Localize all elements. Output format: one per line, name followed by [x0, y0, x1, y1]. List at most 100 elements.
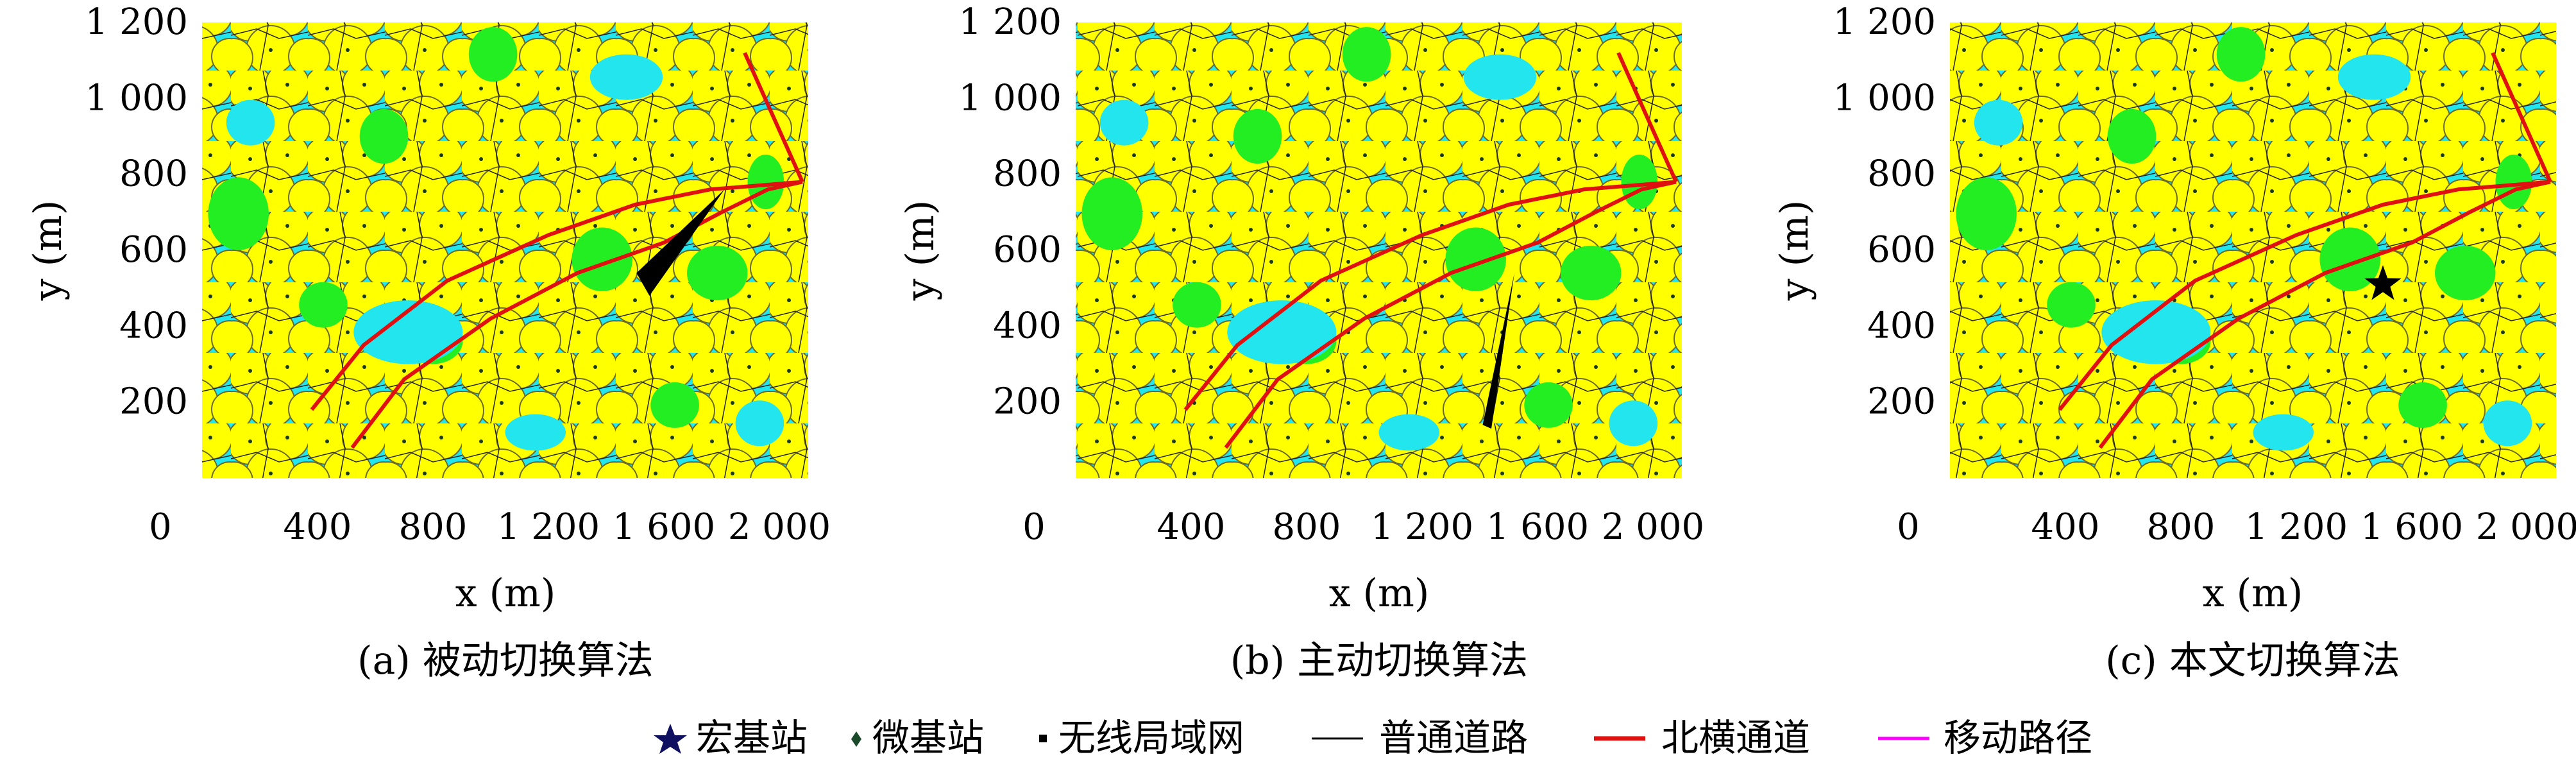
coverage-gap-area	[2047, 282, 2096, 328]
movement-path	[636, 189, 725, 296]
x-axis-label: x (m)	[2203, 571, 2303, 616]
movement-path	[1482, 273, 1514, 429]
panel-caption: (a) 被动切换算法	[357, 638, 654, 683]
panel-proposed: 200 400 600 800 1 000 1 200 0 400 800 1 200 1 600…	[1772, 1, 2576, 683]
water-area	[1463, 54, 1537, 100]
north-channel-roads	[1183, 52, 1678, 449]
y-tick-label: 600	[993, 229, 1062, 271]
x-tick-label: 800	[1273, 506, 1341, 548]
coverage-gap-area	[747, 154, 784, 210]
x-tick-label: 800	[399, 506, 468, 548]
y-tick-label: 200	[119, 381, 188, 423]
y-axis-label: y (m)	[898, 200, 943, 302]
water-area	[1099, 99, 1149, 146]
legend-item-north-channel: 北横通道	[1594, 716, 1810, 759]
x-tick-label: 1 200	[1371, 506, 1473, 548]
x-tick-label: 400	[1157, 506, 1226, 548]
y-tick-labels: 200 400 600 800 1 000 1 200	[1833, 1, 1936, 423]
coverage-gap-area	[299, 282, 348, 328]
legend-label: 移动路径	[1944, 716, 2092, 759]
panel-active: 200 400 600 800 1 000 1 200 0 400 800 1 200 1 600…	[898, 1, 1704, 683]
y-tick-label: 400	[119, 305, 188, 346]
star-icon	[654, 724, 687, 754]
coverage-gap-area	[1621, 154, 1658, 210]
north-channel-roads	[310, 52, 804, 449]
water-area	[589, 54, 663, 100]
x-tick-label: 0	[149, 506, 172, 548]
water-area	[353, 300, 463, 364]
legend-item-ordinary-road: 普通道路	[1312, 716, 1528, 759]
x-tick-labels: 0 400 800 1 200 1 600 2 000	[149, 506, 831, 548]
x-tick-label: 400	[2031, 506, 2100, 548]
movement-path-trace	[1482, 273, 1514, 429]
y-tick-label: 400	[993, 305, 1062, 346]
x-tick-label: 1 600	[1486, 506, 1589, 548]
coverage-gap-area	[208, 177, 269, 251]
water-areas	[226, 54, 784, 451]
movement-path	[2364, 265, 2402, 300]
coverage-gap-area	[2435, 245, 2496, 301]
x-tick-label: 400	[284, 506, 352, 548]
y-tick-label: 800	[1867, 153, 1936, 195]
north-channel-road	[2058, 180, 2551, 411]
coverage-gap-area	[2216, 27, 2266, 82]
coverage-gap-area	[2319, 227, 2380, 291]
legend-label: 普通道路	[1379, 716, 1528, 759]
x-axis-label: x (m)	[455, 571, 556, 616]
legend-item-movement-path: 移动路径	[1878, 716, 2092, 759]
north-channel-road	[2491, 52, 2552, 183]
legend-label: 微基站	[872, 716, 984, 759]
legend-label: 无线局域网	[1058, 716, 1244, 759]
legend-item-micro-station: 微基站	[851, 716, 984, 759]
legend-item-macro-station: 宏基站	[654, 716, 808, 759]
y-tick-label: 1 000	[1833, 77, 1936, 119]
coverage-gap-area	[1233, 108, 1282, 164]
x-tick-label: 1 200	[2245, 506, 2348, 548]
north-channel-road	[1224, 180, 1677, 449]
y-tick-label: 800	[993, 153, 1062, 195]
north-channel-road	[1183, 180, 1677, 411]
movement-path-marker	[2364, 265, 2402, 300]
diamond-icon	[851, 731, 861, 747]
x-tick-label: 2 000	[1602, 506, 1704, 548]
coverage-gap-area	[572, 227, 632, 291]
legend: 宏基站 微基站 无线局域网 普通道路 北横通道 移动路径	[654, 716, 2092, 759]
coverage-gap-area	[1445, 227, 1506, 291]
water-areas	[1974, 54, 2532, 451]
water-area	[1609, 400, 1658, 447]
x-tick-label: 1 200	[497, 506, 600, 548]
x-tick-label: 2 000	[2476, 506, 2576, 548]
x-tick-label: 1 600	[2360, 506, 2463, 548]
y-tick-labels: 200 400 600 800 1 000 1 200	[959, 1, 1062, 423]
north-channel-roads	[2058, 52, 2552, 449]
water-areas	[1099, 54, 1658, 451]
y-tick-label: 400	[1867, 305, 1936, 346]
y-tick-label: 1 200	[959, 1, 1062, 43]
y-tick-label: 200	[993, 381, 1062, 423]
y-tick-label: 600	[119, 229, 188, 271]
water-area	[2101, 300, 2211, 364]
y-axis-label: y (m)	[26, 200, 71, 302]
water-area	[1378, 414, 1439, 451]
panel-passive: 200 400 600 800 1 000 1 200 0 400 800 1 200 1 600…	[26, 1, 831, 683]
north-channel-road	[310, 180, 803, 411]
y-tick-label: 800	[119, 153, 188, 195]
x-tick-label: 0	[1022, 506, 1046, 548]
x-tick-label: 0	[1897, 506, 1920, 548]
north-channel-road	[350, 180, 803, 449]
y-tick-labels: 200 400 600 800 1 000 1 200	[85, 1, 188, 423]
coverage-gap-area	[1561, 245, 1622, 301]
y-tick-label: 1 200	[1833, 1, 1936, 43]
x-tick-label: 800	[2147, 506, 2216, 548]
coverage-gap-area	[650, 382, 699, 428]
coverage-gap-area	[2107, 108, 2157, 164]
north-channel-road	[2098, 180, 2551, 449]
x-tick-labels: 0 400 800 1 200 1 600 2 000	[1897, 506, 2576, 548]
coverage-gap-area	[1524, 382, 1573, 428]
water-area	[2253, 414, 2314, 451]
x-axis-label: x (m)	[1329, 571, 1430, 616]
north-channel-road	[1616, 52, 1678, 183]
water-area	[735, 400, 784, 447]
x-tick-label: 2 000	[728, 506, 831, 548]
